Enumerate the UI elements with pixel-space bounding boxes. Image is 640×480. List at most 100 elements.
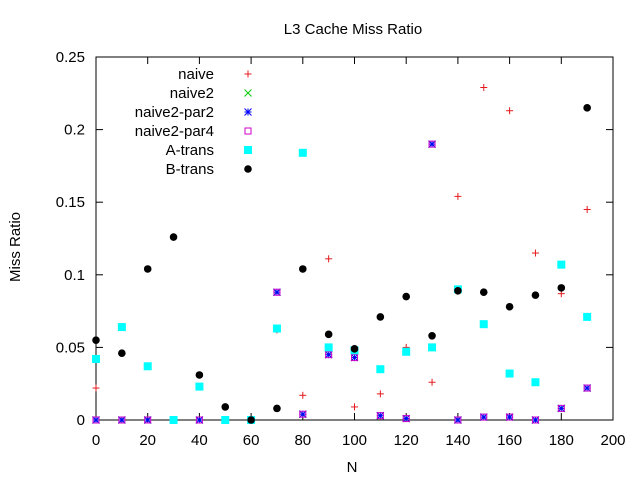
legend-marker: [244, 108, 252, 116]
series-naive2: [92, 140, 592, 424]
data-point: [351, 403, 358, 411]
data-point: [376, 365, 385, 374]
data-point: [350, 345, 359, 353]
data-point: [376, 390, 384, 398]
data-point: [557, 404, 565, 412]
data-point: [247, 416, 255, 424]
data-point: [169, 416, 178, 424]
data-point: [402, 415, 410, 423]
x-tick-label: 200: [600, 432, 625, 449]
data-point: [195, 382, 204, 391]
data-point: [195, 371, 204, 379]
data-point: [479, 320, 488, 329]
data-point: [350, 353, 359, 362]
series-naive2-par4: [92, 140, 591, 424]
legend-label: A-trans: [166, 142, 214, 159]
x-tick-label: 40: [191, 432, 208, 449]
chart-title: L3 Cache Miss Ratio: [284, 21, 422, 38]
legend-label: naive2: [170, 85, 214, 102]
data-point: [325, 351, 333, 359]
legend-marker: [244, 89, 252, 97]
data-point: [376, 313, 385, 321]
y-tick: 0.2: [64, 122, 613, 139]
x-tick-label: 100: [342, 432, 367, 449]
y-tick-label: 0.25: [56, 49, 85, 66]
data-point: [195, 416, 203, 424]
x-tick-label: 120: [394, 432, 419, 449]
x-axis-label: N: [347, 459, 358, 476]
x-tick: 200: [600, 57, 626, 449]
y-axis-label: Miss Ratio: [7, 212, 24, 282]
data-point: [531, 378, 540, 387]
data-point: [351, 354, 358, 362]
data-point: [195, 416, 204, 424]
data-point: [273, 288, 281, 297]
data-point: [531, 249, 539, 257]
data-point: [324, 350, 333, 359]
data-point: [299, 391, 307, 399]
data-point: [583, 312, 592, 321]
data-point: [221, 416, 230, 424]
data-point: [92, 384, 100, 392]
series-B-trans: [92, 104, 591, 424]
data-point: [480, 413, 488, 421]
data-point: [583, 384, 591, 392]
y-tick-label: 0.1: [64, 267, 85, 284]
legend-item: naive2: [170, 85, 252, 102]
y-tick: 0.15: [56, 194, 613, 211]
y-tick-label: 0.15: [56, 194, 85, 211]
data-point: [273, 288, 281, 296]
data-point: [454, 286, 462, 295]
legend-marker: [244, 127, 252, 135]
data-point: [376, 412, 384, 420]
data-point: [298, 410, 307, 419]
x-tick: 100: [342, 57, 367, 449]
data-point: [118, 349, 126, 358]
x-tick: 120: [394, 57, 419, 449]
data-point: [117, 416, 126, 424]
data-point: [506, 413, 514, 421]
x-tick-label: 0: [92, 432, 100, 449]
data-point: [428, 378, 436, 386]
x-tick-label: 20: [139, 432, 156, 449]
legend: naive naive2 naive2-par2 naive2-par4 A-trans…: [135, 66, 252, 178]
legend-item: naive2-par4: [135, 123, 252, 140]
data-point: [117, 323, 126, 332]
legend-item: A-trans: [166, 142, 252, 159]
data-point: [531, 416, 539, 424]
data-point: [506, 107, 514, 115]
data-point: [92, 336, 100, 344]
legend-marker: [244, 146, 252, 154]
legend-label: naive2-par2: [135, 104, 214, 121]
data-point: [169, 233, 178, 241]
legend-label: naive: [178, 66, 214, 83]
data-point: [531, 291, 540, 299]
x-tick-label: 160: [497, 432, 522, 449]
series-naive2-par2: [92, 140, 592, 424]
data-point: [557, 260, 566, 269]
data-point: [454, 192, 462, 200]
data-point: [92, 416, 100, 424]
legend-item: naive: [178, 66, 252, 83]
data-point: [454, 416, 462, 424]
series-A-trans: [92, 148, 592, 424]
y-tick-label: 0.05: [56, 339, 85, 356]
data-point: [272, 324, 281, 333]
x-tick-label: 180: [549, 432, 574, 449]
x-tick-label: 80: [294, 432, 311, 449]
data-point: [273, 404, 281, 413]
data-point: [428, 343, 437, 352]
x-tick: 140: [445, 57, 470, 449]
data-point: [324, 343, 333, 352]
data-points: [92, 83, 592, 424]
data-point: [92, 416, 100, 424]
legend-item: B-trans: [166, 161, 252, 178]
data-point: [118, 416, 126, 424]
data-point: [583, 384, 592, 392]
y-tick-label: 0: [77, 412, 85, 429]
axis-ticks: 0 20 40 60 80 100 120 140 160 180 200 0 0.05 0.1 0.15 0…: [56, 49, 626, 449]
x-tick-label: 140: [445, 432, 470, 449]
data-point: [583, 205, 591, 213]
data-point: [402, 347, 411, 356]
